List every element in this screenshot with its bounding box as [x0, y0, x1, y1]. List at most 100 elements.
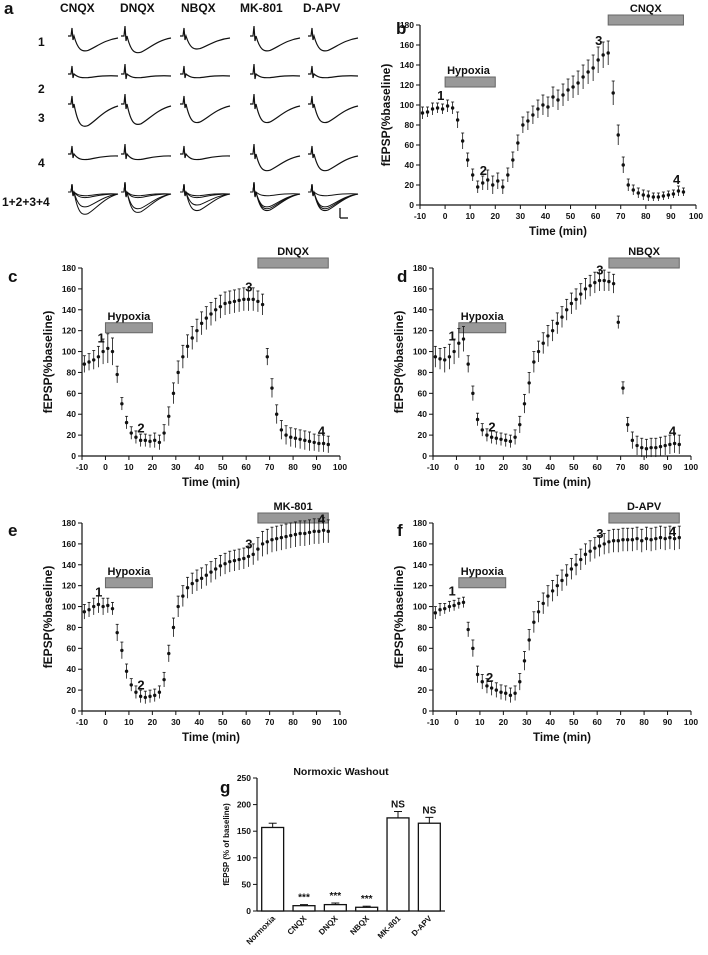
- data-point: [640, 539, 644, 543]
- time-point-label: 2: [488, 419, 495, 434]
- y-tick-label: 200: [237, 800, 251, 810]
- x-tick-label: 70: [265, 717, 275, 727]
- drug-label: D-APV: [627, 501, 662, 513]
- data-point: [106, 603, 110, 608]
- trace-4: [121, 143, 172, 161]
- data-point: [475, 417, 480, 422]
- data-point: [625, 422, 630, 427]
- data-point: [588, 284, 592, 288]
- trace-2: [121, 63, 172, 80]
- x-category-label: CNQX: [286, 914, 309, 937]
- data-point: [181, 355, 185, 359]
- data-point: [496, 179, 500, 183]
- data-point: [143, 438, 148, 443]
- trace-2: [68, 65, 119, 79]
- trace-overlay: [68, 183, 119, 199]
- trace-2: [308, 65, 359, 79]
- data-point: [237, 557, 241, 562]
- x-tick-label: 80: [641, 211, 651, 221]
- trace-column-mk801: MK-801: [240, 1, 283, 15]
- data-point: [190, 336, 194, 340]
- data-point: [522, 659, 527, 663]
- data-point: [457, 601, 461, 606]
- data-point: [167, 414, 171, 419]
- y-axis-label: fEPSP(%baseline): [392, 566, 406, 669]
- x-axis-label: Time (min): [533, 477, 591, 489]
- data-point: [450, 106, 455, 110]
- data-point: [321, 528, 326, 533]
- data-point: [153, 438, 157, 443]
- data-point: [546, 105, 550, 109]
- x-tick-label: 30: [171, 717, 181, 727]
- data-point: [644, 536, 649, 541]
- y-tick-label: 100: [62, 347, 76, 357]
- data-point: [242, 556, 246, 561]
- bar: [323, 903, 347, 912]
- y-tick-label: 20: [67, 685, 77, 695]
- y-tick-label: 100: [400, 100, 414, 110]
- y-tick-label: 140: [413, 305, 427, 315]
- data-point: [560, 578, 564, 583]
- data-point: [162, 431, 166, 435]
- drug-bar: [257, 512, 329, 524]
- time-point-label: 3: [596, 263, 603, 278]
- x-tick-label: 60: [241, 717, 251, 727]
- data-point: [621, 386, 625, 390]
- significance-label: ***: [361, 894, 373, 905]
- data-point: [110, 606, 115, 611]
- x-tick-label: 20: [499, 717, 509, 727]
- time-point-label: 1: [97, 331, 104, 346]
- y-tick-label: 20: [418, 685, 428, 695]
- data-point: [143, 695, 148, 700]
- x-tick-label: 40: [195, 717, 205, 727]
- data-point: [303, 438, 307, 443]
- data-point: [425, 110, 430, 114]
- data-point: [486, 178, 490, 182]
- data-point: [668, 535, 672, 540]
- data-point: [588, 549, 592, 553]
- panel-a-traces: a CNQX DNQX NBQX MK-801 D-APV 1 2 3 4 1+…: [2, 0, 359, 219]
- drug-label: DNQX: [277, 246, 309, 258]
- x-tick-label: 20: [148, 717, 158, 727]
- data-point: [541, 601, 545, 606]
- hypoxia-bar: [444, 76, 496, 88]
- bar: [261, 826, 285, 912]
- data-point: [527, 638, 531, 642]
- x-tick-label: 80: [639, 717, 649, 727]
- data-point: [445, 104, 450, 108]
- data-point: [518, 680, 522, 684]
- trace-overlay: [250, 181, 301, 210]
- y-tick-label: 20: [418, 430, 428, 440]
- data-point: [466, 627, 470, 632]
- data-point: [630, 538, 635, 542]
- y-tick-label: 120: [400, 80, 414, 90]
- data-point: [470, 173, 475, 177]
- data-point: [681, 190, 686, 194]
- data-point: [499, 437, 503, 441]
- data-point: [631, 188, 635, 192]
- data-point: [621, 163, 625, 167]
- data-point: [321, 441, 326, 446]
- data-point: [516, 141, 520, 145]
- y-tick-label: 80: [67, 622, 77, 632]
- y-tick-label: 160: [62, 539, 76, 549]
- data-point: [457, 341, 461, 345]
- data-point: [532, 360, 536, 364]
- data-point: [616, 133, 620, 137]
- y-tick-label: 120: [413, 581, 427, 591]
- data-point: [611, 539, 616, 543]
- data-point: [199, 321, 204, 326]
- data-point: [555, 321, 560, 326]
- significance-label: ***: [329, 891, 341, 902]
- y-tick-label: 40: [405, 160, 415, 170]
- data-point: [526, 119, 530, 123]
- trace-row-label-3: 3: [38, 111, 45, 125]
- trace-row-label-2: 2: [38, 82, 45, 96]
- data-point: [284, 433, 288, 437]
- data-point: [586, 70, 590, 74]
- x-tick-label: 70: [616, 717, 626, 727]
- y-tick-label: 0: [71, 451, 76, 461]
